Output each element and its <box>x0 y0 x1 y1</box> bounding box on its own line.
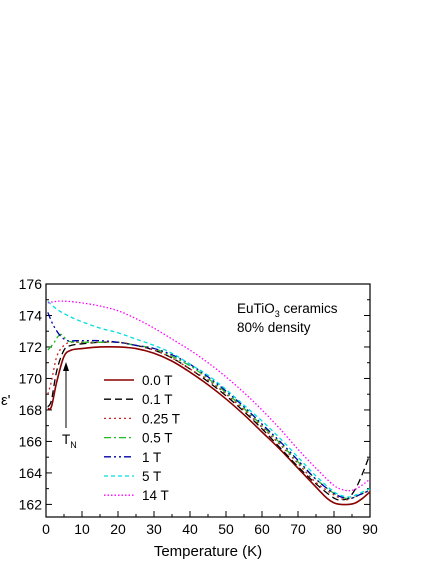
legend-entry: 0.25 T <box>142 411 180 426</box>
series-line-0-1-t <box>47 341 371 501</box>
series-line-14-t <box>47 300 371 492</box>
tn-label-main: T <box>62 432 70 447</box>
series-line-1-t <box>47 312 371 500</box>
annotation-line1: EuTiO3 ceramics <box>237 301 338 319</box>
series-line-0-25-t <box>47 341 371 501</box>
x-tick-label: 0 <box>42 521 50 537</box>
x-tick-label: 50 <box>218 521 234 537</box>
y-tick-label: 168 <box>19 402 43 418</box>
svg-text:TN: TN <box>62 432 77 450</box>
y-tick-label: 162 <box>19 496 43 512</box>
legend-entry: 0.0 T <box>142 373 173 388</box>
y-tick-label: 176 <box>19 276 43 292</box>
series-line-0-0-t <box>47 345 371 506</box>
annotation-line2: 80% density <box>237 320 311 335</box>
x-tick-label: 90 <box>362 521 378 537</box>
legend-entry: 14 T <box>142 488 169 503</box>
legend-entry: 5 T <box>142 469 161 484</box>
x-tick-label: 60 <box>254 521 270 537</box>
x-tick-label: 30 <box>146 521 162 537</box>
y-tick-label: 164 <box>19 465 43 481</box>
x-tick-label: 70 <box>290 521 306 537</box>
x-tick-label: 80 <box>326 521 342 537</box>
series-line-0-5-t <box>47 333 371 500</box>
axis-ticks: 0 10 20 30 40 50 60 70 80 90 162 164 166 168 170 172 174… <box>19 276 378 537</box>
y-tick-label: 172 <box>19 339 43 355</box>
y-axis-label: ε' <box>1 392 11 409</box>
legend-entry: 0.5 T <box>142 431 173 446</box>
legend: 0.0 T 0.1 T 0.25 T 0.5 T 1 T 5 T 14 T <box>104 373 180 503</box>
legend-entry: 1 T <box>142 450 161 465</box>
tn-arrow-head <box>63 362 69 371</box>
series-lines <box>47 300 371 506</box>
x-axis-label: Temperature (K) <box>154 543 262 560</box>
x-tick-label: 20 <box>110 521 126 537</box>
y-tick-label: 166 <box>19 433 43 449</box>
legend-entry: 0.1 T <box>142 392 173 407</box>
y-tick-label: 170 <box>19 370 43 386</box>
x-tick-label: 10 <box>74 521 90 537</box>
tn-label-sub: N <box>70 440 77 450</box>
plot-frame <box>45 283 371 518</box>
x-tick-label: 40 <box>182 521 198 537</box>
y-tick-label: 174 <box>19 307 43 323</box>
series-line-5-t <box>47 300 371 498</box>
tn-annotation: TN <box>62 362 77 450</box>
